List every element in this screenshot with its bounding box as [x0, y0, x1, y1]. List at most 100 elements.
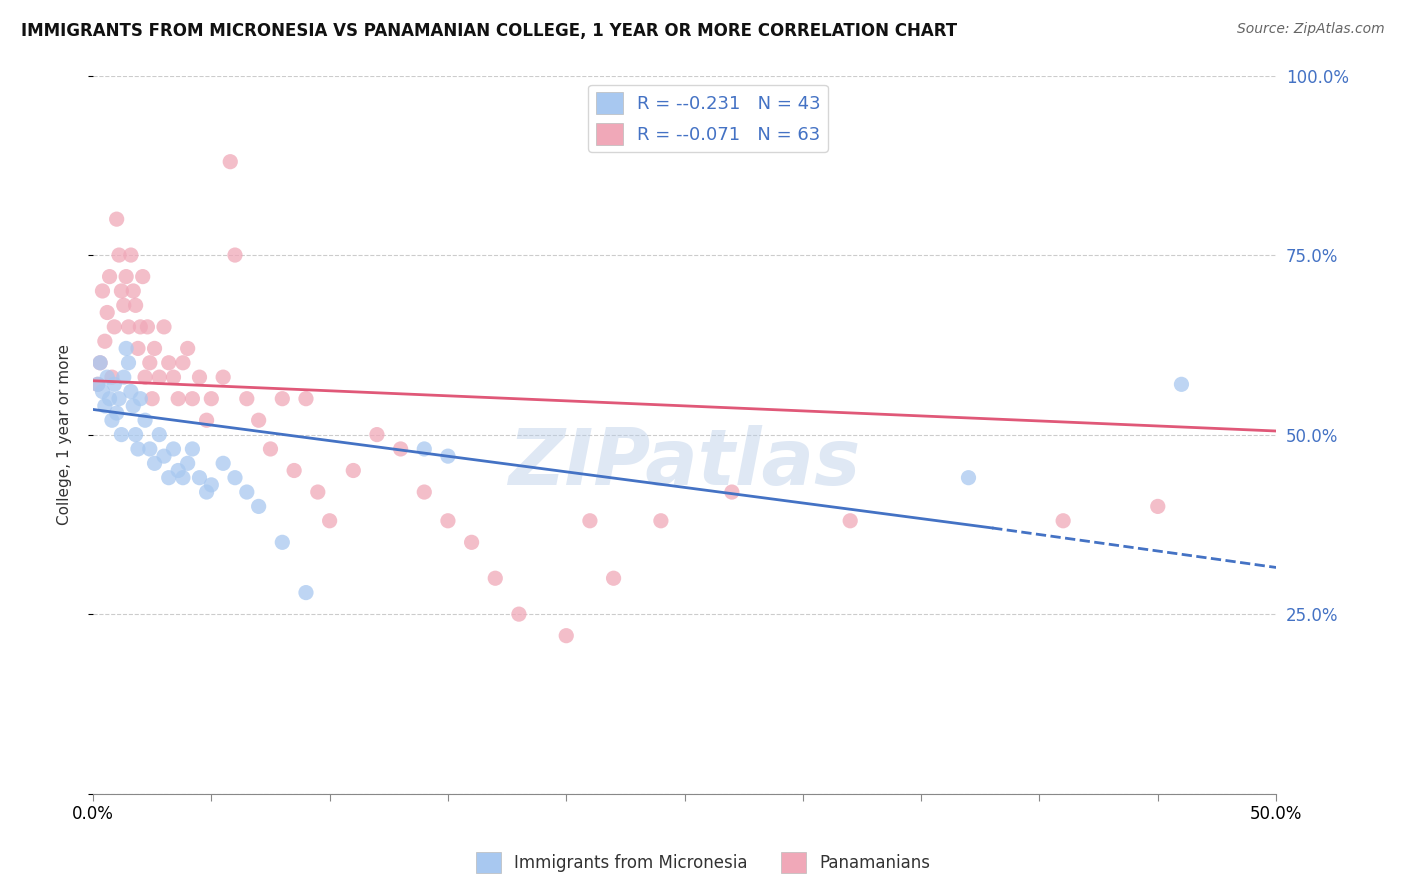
Point	[413, 485, 436, 500]
Point	[124, 427, 146, 442]
Text: IMMIGRANTS FROM MICRONESIA VS PANAMANIAN COLLEGE, 1 YEAR OR MORE CORRELATION CHA: IMMIGRANTS FROM MICRONESIA VS PANAMANIAN…	[21, 22, 957, 40]
Point	[108, 248, 131, 262]
Point	[101, 413, 124, 427]
Point	[271, 535, 294, 549]
Point	[219, 154, 242, 169]
Point	[101, 370, 124, 384]
Point	[98, 269, 121, 284]
Point	[212, 370, 235, 384]
Point	[650, 514, 672, 528]
Point	[120, 248, 142, 262]
Point	[236, 392, 259, 406]
Point	[94, 334, 117, 349]
Point	[115, 269, 138, 284]
Point	[283, 463, 305, 477]
Point	[307, 485, 329, 500]
Legend: Immigrants from Micronesia, Panamanians: Immigrants from Micronesia, Panamanians	[470, 846, 936, 880]
Point	[117, 356, 139, 370]
Point	[112, 370, 135, 384]
Point	[157, 471, 180, 485]
Point	[579, 514, 602, 528]
Point	[96, 305, 118, 319]
Point	[1170, 377, 1192, 392]
Point	[957, 471, 980, 485]
Point	[176, 456, 198, 470]
Point	[508, 607, 530, 621]
Point	[94, 399, 117, 413]
Point	[437, 514, 460, 528]
Point	[1146, 500, 1168, 514]
Point	[143, 456, 166, 470]
Point	[153, 319, 176, 334]
Point	[129, 392, 152, 406]
Point	[127, 342, 149, 356]
Point	[139, 442, 162, 456]
Point	[271, 392, 294, 406]
Point	[117, 319, 139, 334]
Point	[139, 356, 162, 370]
Point	[413, 442, 436, 456]
Point	[721, 485, 744, 500]
Point	[153, 449, 176, 463]
Point	[389, 442, 412, 456]
Point	[122, 399, 145, 413]
Point	[247, 500, 270, 514]
Point	[162, 442, 184, 456]
Point	[157, 356, 180, 370]
Point	[839, 514, 862, 528]
Point	[89, 356, 111, 370]
Point	[129, 319, 152, 334]
Point	[115, 342, 138, 356]
Point	[437, 449, 460, 463]
Point	[141, 392, 163, 406]
Point	[96, 370, 118, 384]
Point	[91, 284, 114, 298]
Point	[103, 377, 125, 392]
Point	[87, 377, 110, 392]
Point	[110, 427, 132, 442]
Point	[259, 442, 281, 456]
Point	[172, 471, 194, 485]
Point	[602, 571, 624, 585]
Point	[181, 442, 204, 456]
Point	[212, 456, 235, 470]
Point	[181, 392, 204, 406]
Point	[555, 629, 578, 643]
Point	[195, 413, 218, 427]
Point	[236, 485, 259, 500]
Point	[1052, 514, 1074, 528]
Point	[295, 392, 318, 406]
Point	[247, 413, 270, 427]
Point	[460, 535, 482, 549]
Point	[224, 471, 246, 485]
Point	[131, 269, 153, 284]
Point	[172, 356, 194, 370]
Point	[162, 370, 184, 384]
Point	[200, 478, 222, 492]
Text: Source: ZipAtlas.com: Source: ZipAtlas.com	[1237, 22, 1385, 37]
Point	[136, 319, 159, 334]
Point	[134, 370, 156, 384]
Y-axis label: College, 1 year or more: College, 1 year or more	[58, 344, 72, 525]
Point	[167, 463, 190, 477]
Point	[295, 585, 318, 599]
Point	[120, 384, 142, 399]
Point	[224, 248, 246, 262]
Point	[195, 485, 218, 500]
Point	[188, 370, 211, 384]
Point	[148, 370, 170, 384]
Point	[148, 427, 170, 442]
Point	[122, 284, 145, 298]
Point	[134, 413, 156, 427]
Point	[103, 319, 125, 334]
Point	[167, 392, 190, 406]
Point	[87, 377, 110, 392]
Point	[342, 463, 364, 477]
Point	[105, 406, 128, 420]
Point	[200, 392, 222, 406]
Point	[318, 514, 340, 528]
Point	[366, 427, 388, 442]
Point	[98, 392, 121, 406]
Point	[143, 342, 166, 356]
Legend: R = --0.231   N = 43, R = --0.071   N = 63: R = --0.231 N = 43, R = --0.071 N = 63	[589, 85, 828, 152]
